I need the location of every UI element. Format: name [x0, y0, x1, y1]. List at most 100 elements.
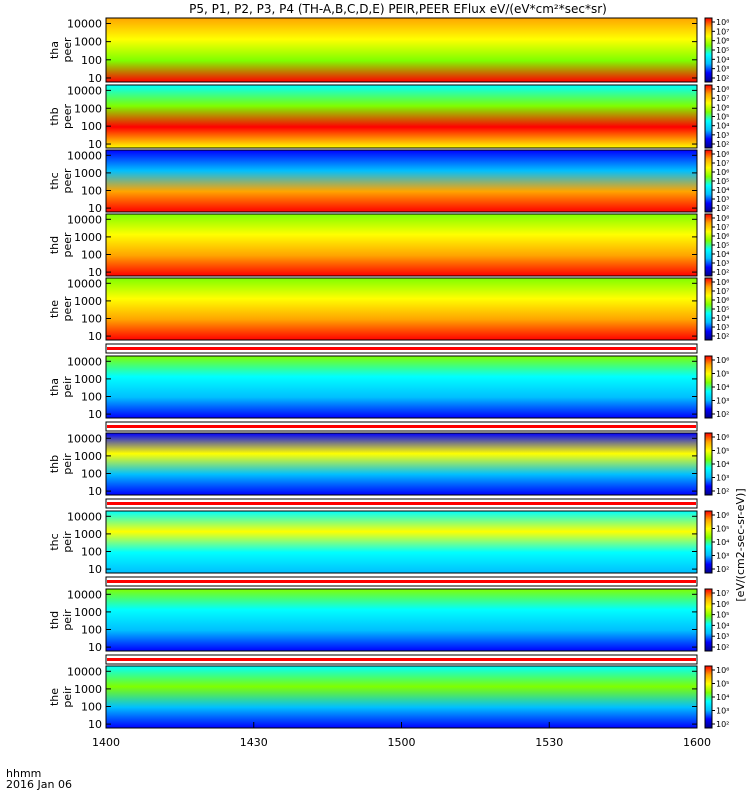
panel-probe-label: the — [48, 300, 61, 318]
colorbar-tick-label: 10⁵ — [716, 46, 729, 55]
colorbar-tick-label: 10⁶ — [716, 37, 729, 46]
panel-probe-label: tha — [48, 378, 61, 396]
y-tick-label: 10000 — [67, 277, 102, 290]
colorbar-tick-label: 10⁵ — [716, 611, 729, 620]
colorbar — [704, 277, 713, 341]
colorbar-tick-label: 10³ — [716, 259, 729, 268]
colorbar-tick-label: 10³ — [716, 65, 729, 74]
panel-tha-peir: 10 100 1000 10000 tha peir 10² 10³ 10⁴ 10⁵ 10⁶ — [48, 355, 729, 421]
colorbar-tick-label: 10⁵ — [716, 525, 729, 534]
panel-instrument-label: peir — [61, 531, 74, 553]
panel-frame — [105, 355, 698, 419]
panel-probe-label: tha — [48, 41, 61, 59]
colorbar-tick-label: 10² — [716, 140, 729, 149]
y-tick-label: 1000 — [74, 295, 102, 308]
panel-probe-label: thb — [48, 107, 61, 125]
x-tick-label: 1400 — [92, 736, 120, 749]
colorbar-tick-label: 10⁵ — [716, 177, 729, 186]
colorbar — [704, 84, 713, 149]
colorbar-tick-label: 10⁷ — [716, 94, 729, 103]
colorbar-tick-label: 10² — [716, 487, 729, 496]
colorbar-tick-label: 10² — [716, 268, 729, 277]
panel-thd-peer: 10 100 1000 10000 thd peer 10²10³10⁴10⁵10⁶10⁷1… — [48, 213, 729, 279]
colorbar-tick-label: 10⁸ — [716, 278, 729, 287]
colorbar-tick-label: 10⁷ — [716, 27, 729, 36]
y-tick-label: 10 — [88, 72, 102, 85]
y-tick-label: 1000 — [74, 102, 102, 115]
y-tick-label: 100 — [81, 248, 102, 261]
panel-tha-peer: 10 100 1000 10000 tha peer 10²10³10⁴10⁵10⁶10⁷1… — [48, 17, 729, 85]
colorbar — [704, 355, 713, 419]
colorbar-tick-label: 10² — [716, 410, 729, 419]
y-tick-label: 100 — [81, 312, 102, 325]
x-axis: 1400 1430 1500 1530 1600 — [92, 722, 711, 749]
panel-thc-peir: 10 100 1000 10000 thc peir 10² 10³ 10⁴ 10⁵ 10⁶ — [48, 510, 729, 576]
panel-frame — [105, 149, 698, 213]
colorbar-tick-label: 10³ — [716, 552, 729, 561]
colorbar-tick-label: 10⁶ — [716, 296, 729, 305]
y-tick-label: 1000 — [74, 167, 102, 180]
colorbar-tick-label: 10⁷ — [716, 223, 729, 232]
panel-instrument-label: peer — [61, 168, 74, 194]
colorbar-tick-label: 10⁴ — [716, 186, 729, 195]
x-axis-label-hhmm: hhmm — [6, 767, 41, 780]
panel-instrument-label: peir — [61, 686, 74, 708]
panel-frame — [105, 588, 698, 652]
y-tick-label: 10000 — [67, 665, 102, 678]
colorbar-tick-label: 10⁴ — [716, 693, 729, 702]
colorbar-tick-label: 10⁵ — [716, 241, 729, 250]
spectrogram-image — [106, 666, 697, 728]
spectrogram-image — [106, 511, 697, 573]
colorbar — [704, 432, 713, 496]
panel-thc-peer: 10 100 1000 10000 thc peer 10²10³10⁴10⁵10⁶10⁷1… — [48, 149, 729, 215]
panel-instrument-label: peir — [61, 376, 74, 398]
y-tick-label: 10 — [88, 266, 102, 279]
panel-the-peer: 10 100 1000 10000 the peer 10²10³10⁴10⁵10⁶10⁷1… — [48, 277, 729, 343]
y-tick-label: 1000 — [74, 231, 102, 244]
colorbar-tick-label: 10⁶ — [716, 168, 729, 177]
y-tick-label: 10000 — [67, 432, 102, 445]
colorbar-tick-label: 10³ — [716, 323, 729, 332]
colorbar-tick-label: 10² — [716, 565, 729, 574]
panel-instrument-label: peir — [61, 609, 74, 631]
colorbar-tick-label: 10⁴ — [716, 250, 729, 259]
y-tick-label: 10 — [88, 485, 102, 498]
colorbar-tick-label: 10⁵ — [716, 447, 729, 456]
colorbar-tick-label: 10² — [716, 332, 729, 341]
colorbar-tick-label: 10⁴ — [716, 538, 729, 547]
spectrogram-image — [106, 433, 697, 495]
y-tick-label: 100 — [81, 700, 102, 713]
y-tick-label: 100 — [81, 467, 102, 480]
colorbar-tick-label: 10² — [716, 204, 729, 213]
y-tick-label: 10000 — [67, 510, 102, 523]
y-tick-label: 10 — [88, 641, 102, 654]
colorbar — [704, 149, 713, 213]
colorbar-tick-label: 10⁵ — [716, 680, 729, 689]
panel-thb-peir: 10 100 1000 10000 thb peir 10² 10³ 10⁴ 10⁵ 10⁶ — [48, 432, 729, 498]
colorbar-tick-label: 10³ — [716, 632, 729, 641]
y-tick-label: 10 — [88, 718, 102, 731]
spectrogram-image — [106, 589, 697, 651]
panel-instrument-label: peer — [61, 232, 74, 258]
y-tick-label: 100 — [81, 623, 102, 636]
panel-probe-label: thc — [48, 172, 61, 189]
y-tick-label: 10000 — [67, 17, 102, 30]
panel-probe-label: thd — [48, 236, 61, 254]
panel-separator-stripe — [107, 580, 696, 583]
x-tick-label: 1530 — [535, 736, 563, 749]
colorbar-tick-label: 10⁶ — [716, 356, 729, 365]
y-tick-label: 100 — [81, 545, 102, 558]
colorbar-tick-label: 10⁶ — [716, 232, 729, 241]
colorbar-tick-label: 10⁵ — [716, 305, 729, 314]
colorbar-tick-label: 10⁴ — [716, 55, 729, 64]
panel-frame — [105, 432, 698, 496]
colorbar-tick-label: 10⁸ — [716, 18, 729, 27]
colorbar-tick-label: 10² — [716, 720, 729, 729]
colorbar-tick-label: 10² — [716, 74, 729, 83]
colorbar-tick-label: 10⁴ — [716, 383, 729, 392]
y-tick-label: 1000 — [74, 606, 102, 619]
panel-instrument-label: peer — [61, 104, 74, 130]
panel-thb-peer: 10 100 1000 10000 thb peer 10²10³10⁴10⁵10⁶10⁷1… — [48, 84, 729, 151]
